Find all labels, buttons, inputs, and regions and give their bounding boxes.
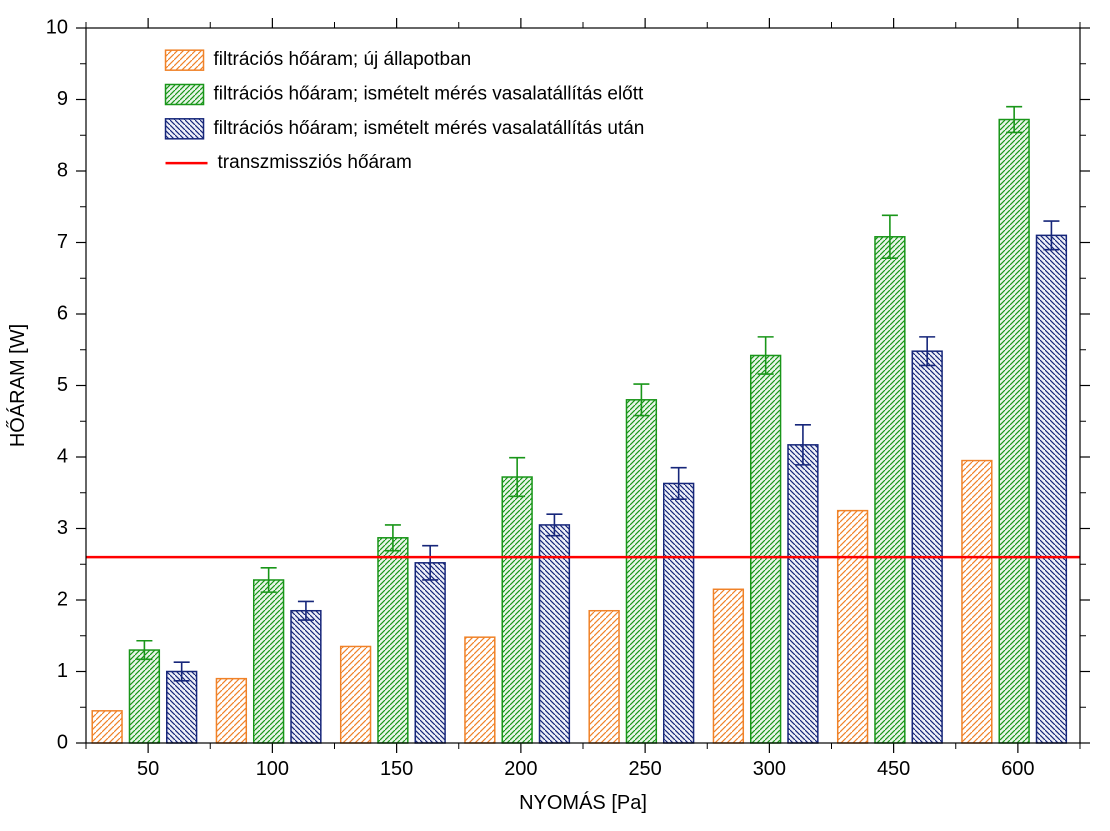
bar-orange xyxy=(216,679,246,743)
legend-label: transzmissziós hőáram xyxy=(218,152,412,173)
bar-navy xyxy=(291,611,321,743)
y-tick-label: 7 xyxy=(57,231,68,253)
y-tick-label: 6 xyxy=(57,302,68,324)
chart-svg: 0 1 2 3 4 5 6 7 8 9 10 50 100 150 200 250 300 450 600 NYOMÁ… xyxy=(0,0,1110,831)
bar-green xyxy=(875,237,905,743)
x-tick-label: 150 xyxy=(380,758,413,780)
bar-navy xyxy=(415,563,445,743)
bar-orange xyxy=(589,611,619,743)
bar-navy xyxy=(788,445,818,743)
y-axis-label: HŐÁRAM [W] xyxy=(6,324,29,447)
x-tick-label: 250 xyxy=(628,758,661,780)
legend-swatch xyxy=(166,119,204,139)
y-tick-label: 0 xyxy=(57,731,68,753)
y-tick-label: 4 xyxy=(57,445,68,467)
bar-orange xyxy=(713,589,743,743)
legend-label: filtrációs hőáram; új állapotban xyxy=(214,49,472,70)
x-tick-label: 50 xyxy=(137,758,159,780)
bar-navy xyxy=(912,351,942,743)
x-tick-label: 450 xyxy=(877,758,910,780)
bar-green xyxy=(254,580,284,743)
bar-navy xyxy=(1037,235,1067,743)
bar-orange xyxy=(838,511,868,743)
y-tick-label: 9 xyxy=(57,88,68,110)
bar-orange xyxy=(92,711,122,743)
bar-green xyxy=(751,355,781,743)
bar-green xyxy=(129,650,159,743)
legend-label: filtrációs hőáram; ismételt mérés vasala… xyxy=(214,84,644,105)
y-tick-label: 2 xyxy=(57,588,68,610)
x-tick-label: 200 xyxy=(504,758,537,780)
x-tick-label: 300 xyxy=(753,758,786,780)
y-tick-label: 3 xyxy=(57,517,68,539)
legend-swatch xyxy=(166,84,204,104)
x-tick-label: 100 xyxy=(256,758,289,780)
bar-navy xyxy=(664,483,694,743)
bar-orange xyxy=(962,461,992,743)
y-tick-label: 5 xyxy=(57,374,68,396)
x-tick-label: 600 xyxy=(1001,758,1034,780)
bar-green xyxy=(626,400,656,743)
bar-orange xyxy=(465,637,495,743)
bar-green xyxy=(999,120,1029,743)
bar-navy xyxy=(167,672,197,744)
legend-swatch xyxy=(166,50,204,70)
y-tick-label: 1 xyxy=(57,660,68,682)
y-tick-label: 8 xyxy=(57,159,68,181)
bar-green xyxy=(378,538,408,743)
y-tick-label: 10 xyxy=(46,16,68,38)
bar-chart: 0 1 2 3 4 5 6 7 8 9 10 50 100 150 200 250 300 450 600 NYOMÁ… xyxy=(0,0,1110,831)
x-axis-label: NYOMÁS [Pa] xyxy=(519,791,647,814)
bar-green xyxy=(502,477,532,743)
legend-label: filtrációs hőáram; ismételt mérés vasala… xyxy=(214,118,645,139)
bar-orange xyxy=(341,646,371,743)
